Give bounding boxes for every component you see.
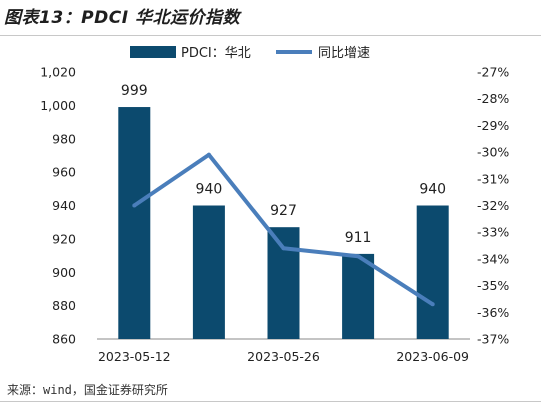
- source-note: 来源：wind，国金证券研究所: [7, 383, 168, 397]
- left-tick-label: 860: [52, 332, 76, 347]
- bar-data-labels: 999 940 927 911 940: [121, 83, 446, 246]
- legend-swatch-bar: [130, 46, 176, 58]
- bar: [267, 227, 300, 339]
- left-tick-label: 1,020: [40, 65, 76, 80]
- bar-data-label: 927: [270, 203, 297, 219]
- left-tick-label: 1,000: [40, 98, 76, 113]
- bar: [118, 107, 151, 339]
- bar-series: [118, 107, 449, 339]
- bar-data-label: 911: [345, 230, 372, 246]
- left-tick-label: 960: [52, 165, 76, 180]
- right-axis: -27% -28% -29% -30% -31% -32% -33% -34% -35% -36%…: [477, 65, 509, 347]
- title-divider: [0, 35, 541, 36]
- left-tick-label: 900: [52, 265, 76, 280]
- right-tick-label: -37%: [477, 332, 509, 347]
- x-axis: 2023-05-12 2023-05-26 2023-06-09: [98, 349, 469, 364]
- bar-data-label: 940: [419, 182, 446, 198]
- right-tick-label: -27%: [477, 65, 509, 80]
- right-tick-label: -35%: [477, 278, 509, 293]
- bar: [342, 253, 375, 339]
- legend-label-line: 同比增速: [318, 46, 370, 61]
- legend-label-bar: PDCI：华北: [181, 46, 251, 61]
- right-tick-label: -30%: [477, 145, 509, 160]
- right-tick-label: -33%: [477, 225, 509, 240]
- bar-data-label: 940: [196, 182, 223, 198]
- left-axis: 860 880 900 920 940 960 980 1,000 1,020: [40, 65, 76, 347]
- right-tick-label: -31%: [477, 171, 509, 186]
- bar-data-label: 999: [121, 83, 148, 99]
- bottom-divider: [0, 401, 541, 402]
- left-tick-label: 880: [52, 298, 76, 313]
- left-tick-label: 940: [52, 198, 76, 213]
- legend: PDCI：华北 同比增速: [130, 46, 370, 61]
- left-tick-label: 920: [52, 231, 76, 246]
- figure-title: 图表13：PDCI 华北运价指数: [4, 8, 240, 28]
- right-tick-label: -29%: [477, 118, 509, 133]
- right-tick-label: -34%: [477, 251, 509, 266]
- bar: [416, 205, 449, 339]
- line-point: [430, 302, 435, 307]
- right-tick-label: -32%: [477, 198, 509, 213]
- right-tick-label: -28%: [477, 91, 509, 106]
- left-tick-label: 980: [52, 131, 76, 146]
- line-point: [356, 254, 361, 259]
- line-point: [281, 246, 286, 251]
- bar: [192, 205, 225, 339]
- x-tick-label: 2023-05-12: [98, 349, 171, 364]
- x-tick-label: 2023-06-09: [396, 349, 469, 364]
- line-point: [206, 152, 211, 157]
- line-series: [132, 152, 435, 307]
- x-tick-label: 2023-05-26: [247, 349, 320, 364]
- right-tick-label: -36%: [477, 305, 509, 320]
- line-point: [132, 203, 137, 208]
